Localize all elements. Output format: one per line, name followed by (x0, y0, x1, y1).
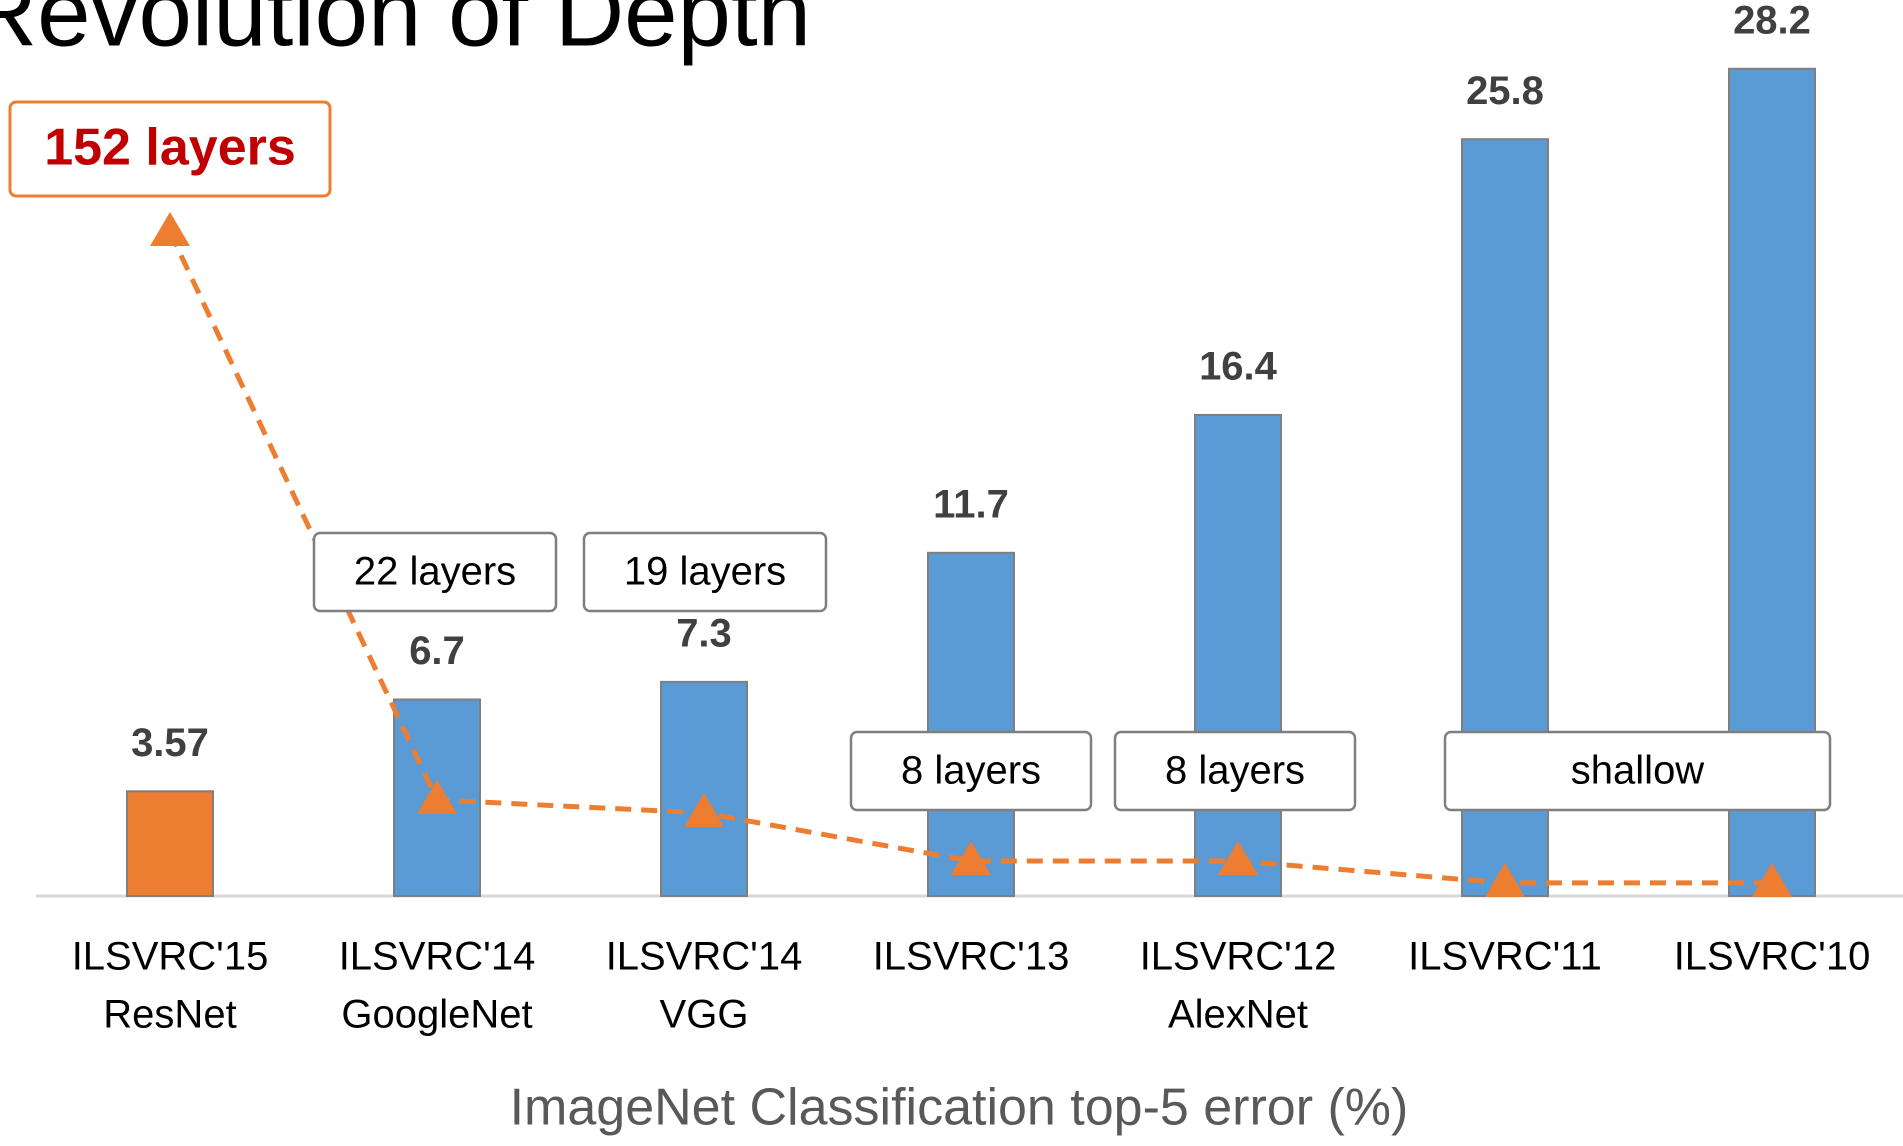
annotation-box (1443, 730, 1832, 812)
depth-marker (1218, 841, 1258, 876)
x-tick-label: ILSVRC'11 (1408, 935, 1602, 979)
depth-marker (684, 792, 724, 827)
chart-title: Revolution of Depth (0, 0, 811, 66)
depth-marker (951, 841, 991, 876)
x-tick-label: ILSVRC'15 (72, 935, 269, 979)
bar (927, 551, 1015, 897)
annotation-label: 19 layers (624, 550, 786, 594)
depth-marker (1752, 862, 1792, 897)
annotation-box (1113, 730, 1357, 812)
bar (660, 680, 748, 897)
annotation-box (582, 531, 828, 613)
depth-marker (417, 779, 457, 814)
bar-value-label: 3.57 (131, 721, 209, 765)
x-tick-label: VGG (660, 993, 749, 1037)
x-tick-label: ILSVRC'10 (1674, 935, 1871, 979)
x-tick-label: ILSVRC'14 (606, 935, 803, 979)
depth-marker (150, 211, 190, 246)
x-tick-label: ILSVRC'12 (1140, 935, 1337, 979)
x-tick-label: GoogleNet (341, 993, 532, 1037)
x-tick-label: ILSVRC'14 (339, 935, 536, 979)
annotation-label: 22 layers (354, 550, 516, 594)
x-tick-label: ILSVRC'13 (873, 935, 1070, 979)
bar-value-label: 28.2 (1733, 0, 1811, 42)
x-axis-label: ImageNet Classification top-5 error (%) (510, 1079, 1409, 1137)
bar (126, 790, 214, 898)
annotation-label: 8 layers (1165, 749, 1305, 793)
bar-value-label: 7.3 (676, 611, 732, 655)
annotation-label: 8 layers (901, 749, 1041, 793)
bar (1194, 413, 1282, 897)
annotation-box (849, 730, 1093, 812)
annotation-box (8, 100, 332, 198)
annotation-box (312, 531, 558, 613)
bar-value-label: 11.7 (933, 482, 1009, 526)
annotation-label: shallow (1571, 749, 1705, 793)
annotation-label: 152 layers (44, 119, 296, 177)
bar-value-label: 6.7 (409, 629, 465, 673)
x-tick-label: ResNet (103, 993, 236, 1037)
x-tick-label: AlexNet (1168, 993, 1308, 1037)
bar-value-label: 25.8 (1466, 69, 1544, 113)
depth-marker (1485, 862, 1525, 897)
bar-value-label: 16.4 (1199, 344, 1278, 388)
